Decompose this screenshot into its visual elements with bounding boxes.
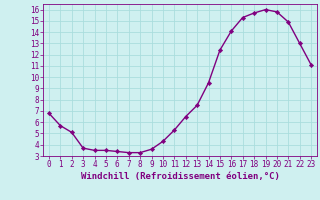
X-axis label: Windchill (Refroidissement éolien,°C): Windchill (Refroidissement éolien,°C)	[81, 172, 279, 181]
